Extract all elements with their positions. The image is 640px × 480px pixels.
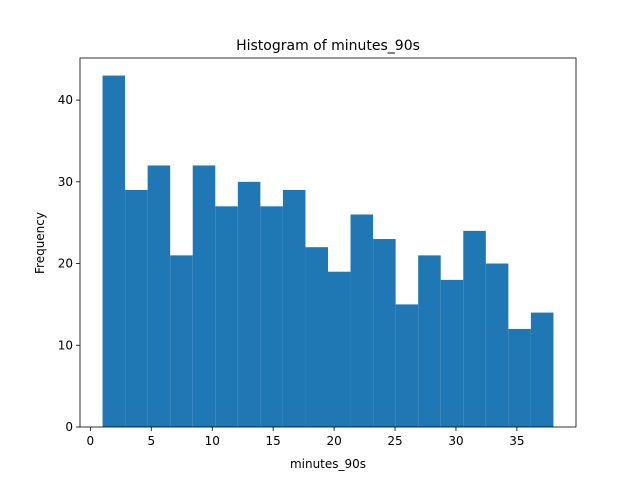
x-tick-label: 25 — [387, 434, 402, 448]
histogram-bar — [260, 206, 283, 427]
y-axis-ticks: 0 10 20 30 40 — [58, 93, 80, 434]
histogram-bar — [215, 206, 238, 427]
histogram-bar — [237, 181, 261, 427]
x-tick-label: 15 — [266, 434, 281, 448]
histogram-bar — [350, 214, 374, 427]
x-axis-label: minutes_90s — [290, 457, 366, 471]
histogram-bar — [440, 279, 464, 427]
histogram-bar — [102, 75, 126, 428]
histogram-bar — [373, 239, 396, 427]
y-tick-label: 30 — [58, 175, 73, 189]
y-axis-label: Frequency — [33, 212, 47, 274]
x-axis-ticks: 0 5 10 15 20 25 30 35 — [87, 427, 525, 448]
bars-group — [102, 75, 554, 428]
histogram-bar — [485, 263, 509, 427]
plot-frame — [79, 57, 577, 428]
histogram-bar — [418, 255, 441, 427]
y-tick-label: 0 — [65, 420, 73, 434]
x-tick-label: 20 — [326, 434, 341, 448]
histogram-bar — [170, 255, 193, 427]
histogram-bar — [305, 247, 328, 427]
x-tick-label: 30 — [448, 434, 463, 448]
x-tick-label: 10 — [205, 434, 220, 448]
histogram-bar — [395, 304, 419, 427]
histogram-bar — [282, 189, 306, 427]
histogram-bar — [508, 328, 531, 427]
histogram-bar — [192, 165, 216, 428]
histogram-bar — [328, 271, 351, 427]
histogram-bar — [125, 189, 148, 427]
chart-title: Histogram of minutes_90s — [236, 38, 420, 54]
y-tick-label: 10 — [58, 338, 73, 352]
histogram-bar — [147, 165, 171, 428]
x-tick-label: 5 — [147, 434, 155, 448]
y-tick-label: 40 — [58, 93, 73, 107]
x-tick-label: 0 — [87, 434, 95, 448]
histogram-bar — [463, 230, 486, 427]
y-tick-label: 20 — [58, 257, 73, 271]
x-tick-label: 35 — [509, 434, 524, 448]
histogram-bar — [530, 312, 554, 427]
